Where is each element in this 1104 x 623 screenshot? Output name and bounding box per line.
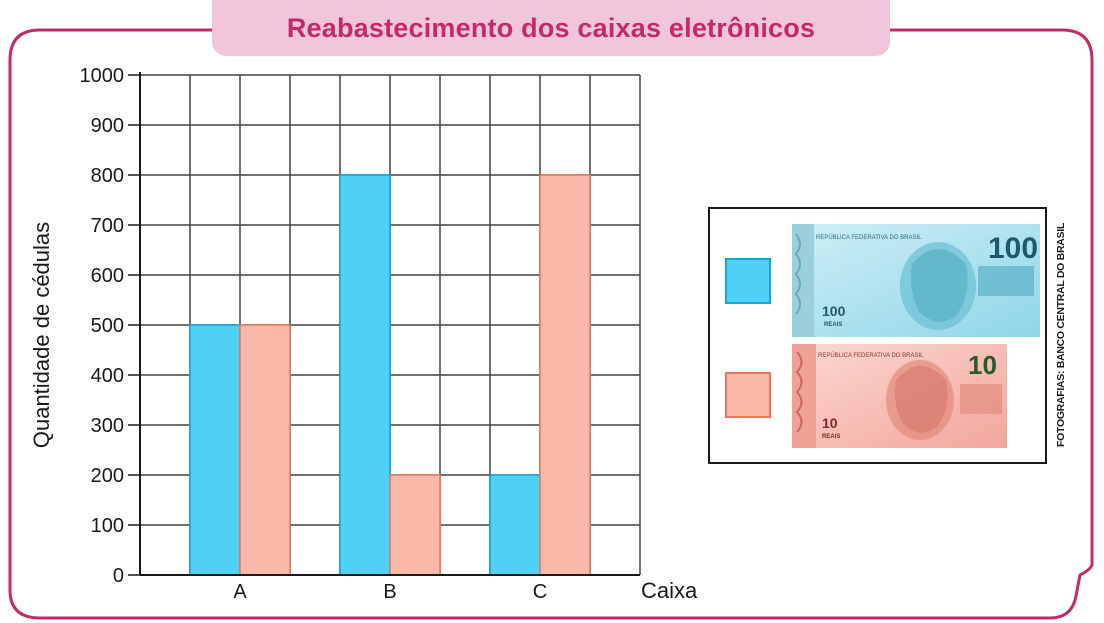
- y-tick-label: 700: [91, 215, 124, 237]
- bar-c-series-2: [539, 174, 591, 576]
- bar-a-series-1: [189, 324, 241, 576]
- banknote-10-small: 10: [822, 415, 838, 431]
- y-tick-label: 1000: [80, 65, 125, 87]
- banknote-100-header: REPÚBLICA FEDERATIVA DO BRASIL: [816, 234, 922, 241]
- photo-credit-text: FOTOGRAFIAS: BANCO CENTRAL DO BRASIL: [1055, 223, 1067, 447]
- axes: 0 100 200 300 400 500 600 700 800 900 1000 A B C Caixa…: [29, 65, 698, 603]
- x-tick-label: C: [533, 581, 547, 603]
- banknote-100-small: 100: [822, 303, 846, 319]
- y-tick-label: 100: [91, 515, 124, 537]
- bar-b-series-1: [339, 174, 391, 576]
- x-tick-label: A: [233, 581, 247, 603]
- chart-title: Reabastecimento dos caixas eletrônicos: [286, 12, 816, 43]
- y-tick-label: 300: [91, 415, 124, 437]
- bar-b-series-2: [389, 474, 441, 576]
- banknote-100-image: REPÚBLICA FEDERATIVA DO BRASIL 100 100 R…: [792, 224, 1040, 337]
- banknote-10-header: REPÚBLICA FEDERATIVA DO BRASIL: [818, 352, 924, 359]
- bar-a-series-2: [239, 324, 291, 576]
- banknote-10-value: 10: [968, 350, 997, 380]
- title-banner: Reabastecimento dos caixas eletrônicos: [212, 0, 890, 56]
- legend-swatch-100: [725, 258, 771, 304]
- y-tick-label: 500: [91, 315, 124, 337]
- banknote-10-image: REPÚBLICA FEDERATIVA DO BRASIL 10 10 REA…: [792, 344, 1007, 448]
- x-tick-label: B: [383, 581, 396, 603]
- frame-border: [8, 28, 1094, 620]
- y-tick-label: 800: [91, 165, 124, 187]
- bar-c-series-1: [489, 474, 541, 576]
- banknote-100-unit: REAIS: [824, 322, 842, 328]
- y-tick-label: 0: [113, 565, 124, 587]
- legend-swatch-10: [725, 372, 771, 418]
- x-axis-label: Caixa: [641, 578, 698, 603]
- y-tick-label: 400: [91, 365, 124, 387]
- y-axis-label: Quantidade de cédulas: [29, 222, 54, 448]
- legend: REPÚBLICA FEDERATIVA DO BRASIL 100 100 R…: [708, 207, 1047, 464]
- banknote-100-value: 100: [988, 232, 1038, 265]
- y-tick-label: 900: [91, 115, 124, 137]
- y-tick-label: 200: [91, 465, 124, 487]
- y-tick-label: 600: [91, 265, 124, 287]
- bars: [189, 174, 591, 576]
- banknote-10-unit: REAIS: [822, 434, 840, 440]
